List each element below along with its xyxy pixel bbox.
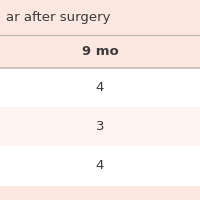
Bar [0, 68, 200, 107]
Text: 4: 4 [96, 81, 104, 94]
Bar [0, 107, 200, 146]
Text: 9 mo: 9 mo [82, 45, 118, 58]
Text: 3: 3 [96, 120, 104, 133]
Bar [0, 146, 200, 185]
Text: 4: 4 [96, 159, 104, 172]
Text: ar after surgery: ar after surgery [6, 11, 110, 24]
Bar [0, 0, 200, 35]
Bar [0, 35, 200, 68]
